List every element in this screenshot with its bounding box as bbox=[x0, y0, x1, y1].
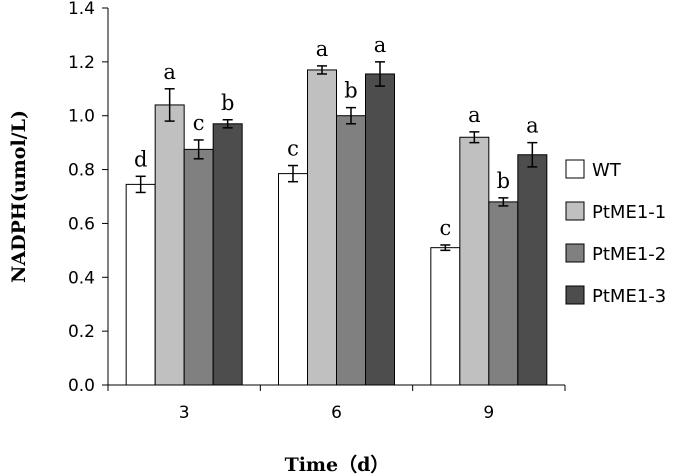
significance-letter: a bbox=[163, 60, 176, 84]
significance-letter: a bbox=[374, 33, 387, 57]
significance-letter: a bbox=[468, 103, 481, 127]
legend-swatch bbox=[565, 159, 585, 179]
y-tick-label: 0.0 bbox=[68, 376, 95, 396]
significance-letter: c bbox=[193, 111, 205, 135]
x-ticks: 3 6 9 bbox=[107, 385, 566, 423]
bar bbox=[212, 123, 243, 386]
bar bbox=[183, 148, 214, 386]
significance-letter: b bbox=[497, 169, 510, 193]
y-tick-label: 0.8 bbox=[68, 161, 95, 181]
y-tick-label: 1.4 bbox=[68, 0, 95, 19]
y-tick-label: 0.2 bbox=[68, 322, 95, 342]
bar bbox=[517, 154, 548, 386]
y-tick-label: 0.6 bbox=[68, 214, 95, 234]
legend-label: PtME1-1 bbox=[592, 202, 666, 223]
legend-swatch bbox=[565, 201, 585, 221]
bar bbox=[307, 69, 337, 386]
legend-label: WT bbox=[592, 160, 622, 181]
significance-letter: d bbox=[134, 147, 147, 171]
legend: WT PtME1-1 PtME1-2 PtME1-3 bbox=[565, 159, 666, 307]
x-tick-label: 6 bbox=[331, 403, 342, 423]
bar bbox=[488, 201, 519, 386]
bar bbox=[278, 173, 308, 386]
x-axis-title: Time（d） bbox=[285, 453, 390, 476]
significance-letter: a bbox=[316, 37, 329, 61]
y-tick-label: 0.4 bbox=[68, 268, 95, 288]
significance-letter: c bbox=[287, 137, 299, 161]
bar bbox=[430, 247, 461, 386]
y-tick-label: 1.2 bbox=[68, 53, 95, 73]
legend-label: PtME1-3 bbox=[592, 286, 666, 307]
bar bbox=[154, 104, 185, 386]
legend-swatch bbox=[565, 243, 585, 263]
bar bbox=[336, 115, 366, 386]
significance-letter: b bbox=[221, 91, 234, 115]
legend-swatch bbox=[565, 285, 585, 305]
legend-label: PtME1-2 bbox=[592, 244, 666, 265]
y-tick-label: 1.0 bbox=[68, 107, 95, 127]
significance-letter: b bbox=[344, 79, 357, 103]
y-axis-title: NADPH(umol/L) bbox=[8, 110, 30, 283]
bar bbox=[459, 136, 490, 386]
significance-letter: c bbox=[439, 216, 451, 240]
bar bbox=[365, 73, 395, 386]
y-ticks: 0.0 0.2 0.4 0.6 0.8 1.0 1.2 1.4 bbox=[68, 0, 108, 396]
x-tick-label: 9 bbox=[483, 403, 494, 423]
bar bbox=[125, 183, 156, 386]
significance-letter: a bbox=[526, 114, 539, 138]
x-tick-label: 3 bbox=[179, 403, 190, 423]
